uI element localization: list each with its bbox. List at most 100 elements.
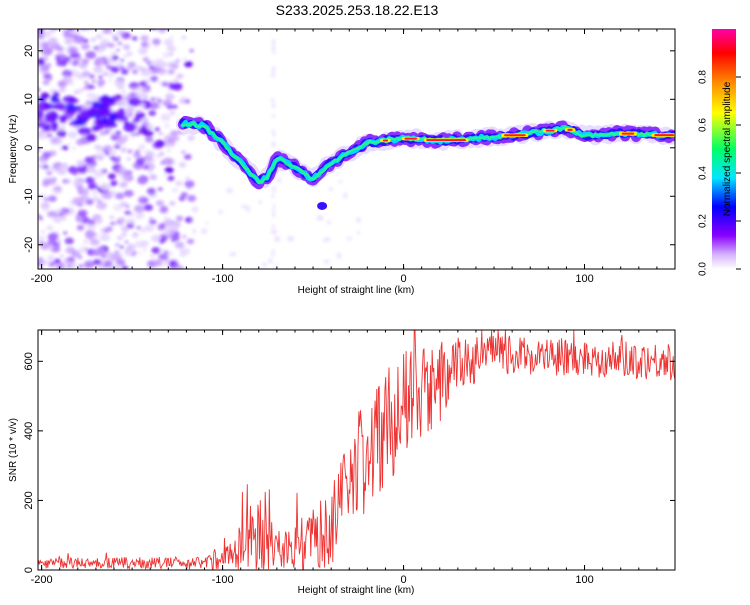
spectrogram-noise-blob: [117, 62, 122, 66]
spectrogram-noise-blob: [272, 132, 276, 137]
spectrogram-noise-blob: [144, 224, 155, 232]
spectrogram-noise-blob: [115, 192, 125, 200]
spectrogram-noise-blob: [139, 102, 146, 108]
spectrogram-noise-blob: [189, 218, 193, 222]
spectrogram-noise-blob: [184, 180, 195, 188]
spectrogram-noise-blob: [179, 252, 186, 257]
spectrogram-noise-blob: [272, 113, 275, 118]
spectrogram-noise-blob: [182, 57, 187, 61]
spectrogram-noise-blob: [45, 261, 51, 265]
spectrogram-noise-blob: [54, 166, 59, 170]
spectrogram-noise-blob: [132, 69, 138, 75]
spectrogram-noise-blob: [125, 205, 130, 208]
spectrogram-noise-blob: [61, 217, 66, 220]
spectrogram-noise-blob: [84, 188, 88, 192]
spectrogram-noise-blob: [131, 232, 140, 239]
spectrogram-noise-blob: [109, 155, 116, 161]
spectrogram-noise-blob: [116, 259, 126, 266]
spectrogram-noise-blob: [180, 192, 188, 198]
spectrogram-noise-blob: [272, 204, 276, 209]
spectrogram-noise-blob: [104, 130, 110, 134]
spectrogram-noise-blob: [271, 252, 274, 257]
spectrogram-noise-blob: [218, 209, 223, 215]
spectrogram-noise-blob: [158, 223, 166, 228]
spectrogram-noise-blob: [161, 81, 169, 87]
snr-panel: -200 -100 0 100 0 200 400 600 Height of straigh…: [8, 329, 676, 596]
spectrogram-band-blob: [51, 121, 59, 132]
spectrogram-noise-blob: [107, 42, 115, 48]
spectrogram-y-tick-label: 20: [23, 45, 35, 57]
spectrogram-noise-blob: [258, 200, 262, 205]
spectrogram-noise-blob: [40, 92, 50, 99]
spectrogram-noise-blob: [158, 131, 163, 136]
colorbar-label: Normalized spectral amplitude: [722, 81, 733, 216]
spectrogram-band-blob: [90, 105, 99, 115]
spectrogram-noise-blob: [171, 187, 179, 193]
spectrogram-noise-blob: [81, 70, 91, 78]
spectrogram-noise-blob: [323, 238, 327, 243]
spectrogram-noise-blob: [116, 235, 123, 241]
spectrogram-noise-blob: [133, 152, 142, 159]
spectrogram-y-tick-label: -10: [23, 188, 35, 204]
spectrogram-noise-blob: [139, 117, 150, 124]
spectrogram-noise-blob: [164, 166, 174, 174]
spectrogram-noise-blob: [176, 73, 184, 79]
spectrogram-noise-blob: [113, 36, 119, 41]
spectrogram-noise-blob: [135, 86, 144, 93]
spectrogram-noise-blob: [40, 47, 49, 54]
spectrogram-noise-blob: [78, 246, 88, 253]
spectrogram-noise-blob: [67, 29, 75, 32]
spectrogram-noise-blob: [155, 200, 165, 207]
spectrogram-noise-blob: [181, 234, 187, 239]
spectrogram-noise-blob: [355, 217, 362, 223]
spectrogram-noise-blob: [164, 123, 170, 128]
spectrogram-noise-blob: [277, 177, 282, 184]
spectrogram-noise-blob: [121, 90, 127, 95]
spectrogram-noise-blob: [158, 80, 163, 85]
spectrogram-isolated-blob: [317, 201, 328, 210]
spectrogram-noise-blob: [229, 252, 237, 257]
spectrogram-noise-blob: [47, 233, 59, 241]
spectrogram-noise-blob: [143, 204, 153, 211]
spectrogram-noise-blob: [172, 64, 179, 70]
spectrogram-noise-blob: [93, 176, 98, 180]
spectrogram-noise-blob: [135, 132, 140, 136]
spectrogram-noise-blob: [44, 58, 48, 62]
spectrogram-noise-blob: [72, 197, 84, 206]
spectrogram-noise-blob: [175, 59, 180, 63]
spectrogram-noise-blob: [126, 51, 133, 57]
spectrogram-noise-blob: [178, 98, 186, 104]
spectrogram-noise-blob: [151, 247, 161, 254]
spectrogram-noise-blob: [51, 186, 63, 195]
spectrogram-noise-blob: [47, 210, 57, 218]
spectrogram-noise-blob: [143, 248, 147, 252]
spectrogram-noise-blob: [189, 49, 194, 53]
spectrogram-noise-blob: [274, 236, 281, 242]
spectrogram-noise-blob: [150, 254, 155, 258]
spectrogram-noise-blob: [272, 102, 275, 107]
spectrogram-noise-blob: [174, 241, 185, 249]
spectrogram-noise-blob: [77, 209, 88, 217]
spectrogram-noise-blob: [58, 87, 66, 93]
spectrogram-noise-blob: [112, 33, 119, 38]
spectrogram-noise-blob: [271, 97, 275, 103]
colorbar-ticks: 0.0 0.2 0.4 0.6 0.8: [698, 70, 741, 276]
spectrogram-band-blob: [69, 98, 79, 104]
spectrogram-band-blob: [59, 115, 68, 121]
spectrogram-noise-blob: [56, 167, 66, 175]
spectrogram-band-blob: [50, 98, 61, 103]
spectrogram-noise-blob: [93, 217, 103, 225]
spectrogram-noise-blob: [152, 141, 163, 150]
spectrogram-noise-blob: [152, 66, 162, 74]
spectrogram-noise-blob: [75, 184, 84, 191]
spectrogram-noise-blob: [114, 251, 122, 256]
spectrogram-noise-blob: [81, 88, 86, 91]
spectrogram-noise-blob: [38, 131, 44, 136]
spectrogram-noise-blob: [102, 71, 109, 77]
spectrogram-noise-blob: [56, 61, 63, 66]
spectrogram-noise-blob: [119, 181, 128, 188]
spectrogram-noise-blob: [117, 41, 123, 46]
spectrogram-band-blob: [47, 111, 59, 121]
spectrogram-noise-blob: [127, 149, 133, 154]
spectrogram-band-blob: [101, 117, 109, 122]
